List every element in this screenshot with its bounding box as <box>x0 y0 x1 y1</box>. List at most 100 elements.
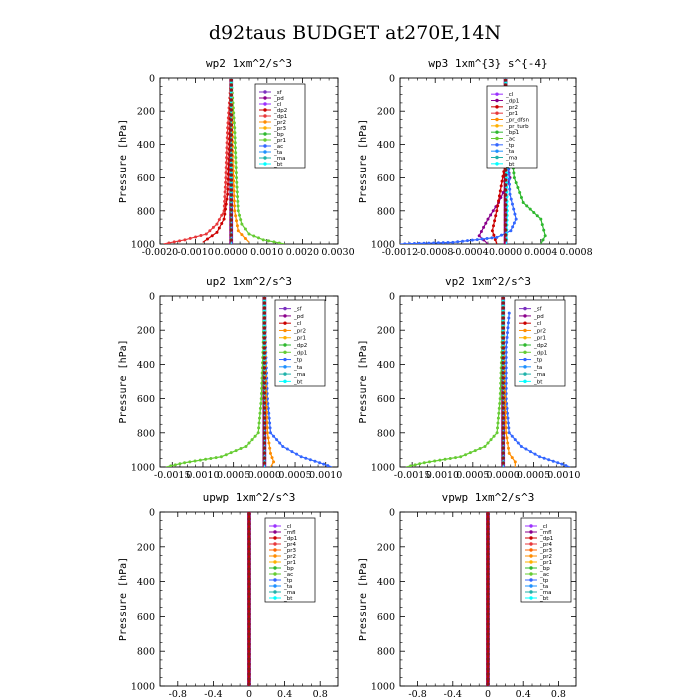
zero-profile-marker <box>501 386 505 390</box>
zero-profile-marker <box>262 446 267 450</box>
series-marker <box>235 180 239 184</box>
legend-marker <box>495 143 499 147</box>
series-marker <box>285 447 289 451</box>
zero-profile-marker <box>262 396 267 400</box>
zero-profile-marker <box>247 612 251 616</box>
series-marker <box>225 151 229 155</box>
zero-profile-marker <box>229 218 233 222</box>
x-tick-label: -0.0008 <box>417 247 453 258</box>
series-marker <box>233 209 237 213</box>
x-tick-label: 0.0000 <box>248 470 281 481</box>
zero-profile-marker <box>229 153 233 157</box>
zero-profile-marker <box>501 371 505 375</box>
legend-marker <box>263 102 267 106</box>
legend-marker <box>283 328 287 333</box>
series-marker <box>448 456 452 460</box>
legend-marker <box>529 584 533 588</box>
series-marker <box>214 456 218 460</box>
series-marker <box>238 213 242 217</box>
zero-profile-marker <box>262 411 267 415</box>
legend-label: _pr1 <box>539 560 552 566</box>
legend-marker <box>273 584 277 588</box>
zero-profile-marker <box>486 557 490 561</box>
legend-marker <box>523 350 527 354</box>
zero-profile-marker <box>501 301 505 305</box>
series-marker <box>478 447 482 451</box>
zero-profile-marker <box>247 647 251 651</box>
zero-profile-marker <box>503 173 508 177</box>
series-marker <box>538 455 542 459</box>
zero-profile-marker <box>486 572 490 576</box>
zero-profile-marker <box>247 627 251 631</box>
y-tick-label: 800 <box>377 647 395 658</box>
legend-marker <box>523 365 527 369</box>
y-tick-label: 600 <box>377 612 395 623</box>
series-marker <box>475 238 479 242</box>
series-marker <box>225 141 229 145</box>
legend-marker <box>263 138 267 142</box>
series-marker <box>256 431 260 435</box>
series-marker <box>521 201 525 204</box>
legend-label: _cl <box>533 321 542 327</box>
legend-box <box>514 299 566 387</box>
series-marker <box>233 146 237 150</box>
series-marker <box>222 217 226 221</box>
panel-title: wp2 1xm^2/s^3 <box>206 57 292 70</box>
y-tick-label: 200 <box>137 326 155 337</box>
legend-marker <box>495 130 499 134</box>
series-marker <box>219 455 223 459</box>
zero-profile-marker <box>501 366 505 370</box>
series-marker <box>173 463 177 467</box>
series-marker <box>501 318 505 322</box>
series-marker <box>513 460 517 464</box>
chart-panel-5: upwp 1xm^2/s^3 Pressure [hPa] 0 200 400 600 80… <box>118 491 339 700</box>
series-marker <box>267 416 271 420</box>
zero-profile-marker <box>247 602 251 606</box>
series-marker <box>495 209 499 213</box>
series-marker <box>247 604 251 608</box>
series-marker <box>326 464 330 467</box>
zero-profile-marker <box>503 168 508 172</box>
zero-profile-marker <box>262 431 267 435</box>
legend-marker <box>283 372 287 376</box>
zero-profile-marker <box>229 178 233 182</box>
zero-profile-marker <box>501 441 505 445</box>
series-marker <box>501 314 505 318</box>
x-tick-label: -0.4 <box>444 689 462 700</box>
series-marker <box>427 460 431 464</box>
x-tick-label: 0.0005 <box>456 470 489 481</box>
x-tick-label: 0.0005 <box>217 470 250 481</box>
series-marker <box>235 224 239 228</box>
x-tick-label: 0.0000 <box>489 247 522 258</box>
zero-profile-marker <box>247 667 251 671</box>
series-marker <box>208 229 212 233</box>
x-tick-label: 0.0010 <box>426 470 459 481</box>
series-marker <box>507 431 511 435</box>
series-marker <box>220 213 224 217</box>
series-marker <box>506 441 510 445</box>
series-marker <box>486 595 490 599</box>
zero-profile-marker <box>486 602 490 606</box>
x-tick-label: 0.8 <box>313 689 328 700</box>
zero-profile-marker <box>486 587 490 591</box>
legend-marker <box>523 343 527 347</box>
series-marker <box>232 199 236 203</box>
series-marker <box>236 209 240 213</box>
series-marker <box>215 230 219 234</box>
series-marker <box>498 401 502 405</box>
chart-panel-3: up2 1xm^2/s^3 Pressure [hPa] 0 200 400 600 800… <box>118 275 342 481</box>
series-marker <box>459 455 463 459</box>
series-group <box>486 512 490 686</box>
legend-marker <box>263 108 267 112</box>
zero-profile-marker <box>229 88 233 92</box>
legend-label: _ac <box>539 572 549 578</box>
series-marker <box>508 192 512 196</box>
legend-label: _bp1 <box>505 130 519 136</box>
y-tick-label: 800 <box>377 206 395 217</box>
zero-profile-marker <box>262 296 267 300</box>
series-marker <box>486 441 490 445</box>
panel-title: upwp 1xm^2/s^3 <box>203 491 296 504</box>
series-group <box>166 296 333 467</box>
zero-profile-marker <box>229 108 233 112</box>
legend-label: _dp1 <box>283 536 297 542</box>
